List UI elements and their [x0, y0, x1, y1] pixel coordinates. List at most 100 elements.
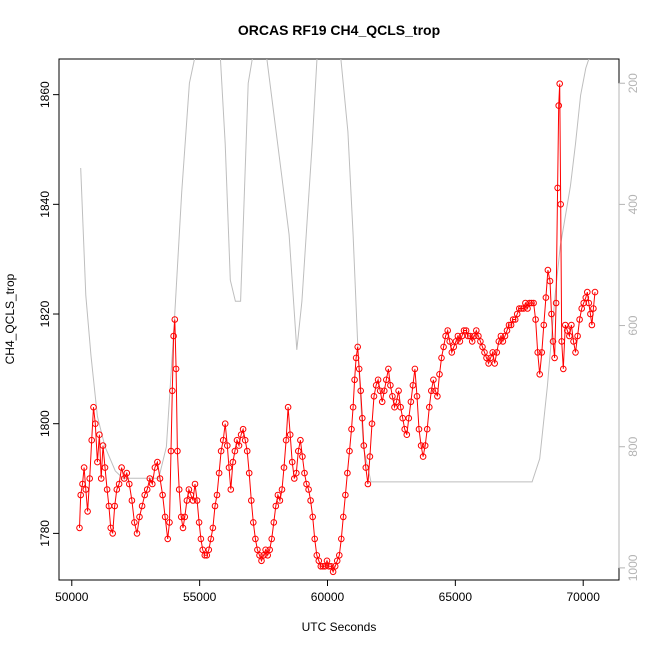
series-1-point	[395, 387, 402, 395]
series-1-point	[368, 420, 376, 428]
series-1-point	[499, 338, 507, 345]
series-1-point	[385, 365, 392, 373]
series-1-point	[501, 332, 509, 340]
y-tick-label: 1860	[38, 81, 52, 108]
series-1-point	[511, 316, 519, 323]
series-1-point	[227, 486, 235, 493]
series-1-point	[307, 497, 314, 504]
series-1-point	[169, 387, 176, 395]
series-1-point	[370, 393, 378, 400]
y-tick-label: 1820	[38, 300, 52, 327]
series-1-point	[191, 480, 199, 488]
series-1-point	[333, 557, 341, 565]
series-1-point	[383, 376, 390, 384]
series-1-point	[177, 513, 185, 521]
series-1-point	[317, 563, 325, 570]
series-1-point	[321, 563, 329, 570]
series-1-point	[351, 376, 358, 384]
series-1-point	[126, 480, 133, 488]
series-1-point	[432, 387, 439, 395]
series-1-point	[572, 349, 579, 356]
series-1-point	[578, 305, 586, 312]
series-1-point	[393, 398, 400, 406]
series-1-point	[209, 524, 217, 532]
series-1-point	[331, 563, 339, 570]
series-1-point	[591, 288, 599, 296]
series-1-point	[389, 393, 396, 400]
series-1-point	[495, 338, 503, 345]
series-1-point	[103, 486, 111, 493]
series-1-point	[442, 332, 449, 340]
series-1-point	[540, 321, 548, 329]
series-1-point	[428, 387, 435, 395]
series-1-point	[552, 299, 560, 307]
series-1-point	[505, 321, 513, 329]
series-1-point	[167, 447, 175, 455]
series-1-point	[185, 486, 193, 493]
series-1-point	[421, 442, 429, 449]
series-1-point	[97, 475, 105, 482]
series-2-line	[80, 59, 590, 483]
series-1-point	[548, 310, 555, 318]
y-tick-label: 1800	[38, 410, 52, 437]
series-1-point	[99, 442, 107, 449]
series-1-point	[590, 305, 597, 312]
series-1-point	[231, 447, 239, 455]
y2-tick-label: 400	[626, 194, 640, 214]
series-1-point	[94, 458, 101, 466]
series-1-point	[462, 327, 470, 334]
series-1-point	[570, 338, 577, 345]
series-1-point	[270, 519, 278, 526]
series-1-point	[156, 475, 164, 482]
series-1-point	[297, 436, 304, 444]
series-1-point	[229, 458, 237, 466]
series-1-point	[115, 480, 123, 488]
series-1-point	[419, 453, 427, 460]
series-1-point	[564, 327, 571, 334]
series-1-point	[96, 431, 103, 439]
series-1-point	[376, 387, 384, 395]
series-1-point	[84, 508, 91, 515]
series-1-point	[473, 327, 480, 334]
series-1-point	[327, 563, 335, 570]
series-1-point	[90, 403, 97, 411]
series-1-point	[580, 299, 588, 307]
series-1-point	[520, 305, 527, 312]
y2-tick-label: 800	[626, 436, 640, 456]
series-1-point	[262, 546, 269, 554]
series-1-point	[215, 469, 223, 477]
series-1-point	[309, 513, 317, 521]
series-1-point	[381, 387, 388, 395]
series-1-point	[288, 458, 296, 466]
series-1-point	[407, 398, 415, 406]
series-1-point	[362, 464, 370, 471]
series-1-point	[503, 327, 511, 334]
series-1-point	[219, 436, 227, 444]
series-1-point	[224, 442, 231, 449]
series-1-point	[344, 469, 351, 477]
series-1-point	[266, 546, 274, 554]
series-1-point	[417, 442, 425, 449]
series-1-point	[405, 414, 413, 422]
series-1-point	[225, 464, 233, 471]
x-axis-label: UTC Seconds	[302, 620, 377, 634]
series-1-point	[187, 491, 195, 499]
series-1-point	[282, 436, 290, 444]
series-1-point	[179, 524, 187, 532]
series-1-point	[278, 486, 286, 493]
series-1-point	[107, 524, 114, 532]
series-1-point	[146, 475, 154, 482]
series-1-point	[245, 469, 253, 477]
series-1-point	[415, 425, 423, 433]
series-1-point	[183, 497, 191, 504]
series-1-point	[199, 546, 206, 554]
series-1-point	[189, 497, 197, 504]
series-1-point	[138, 502, 146, 510]
series-1-point	[493, 349, 501, 356]
series-1-point	[532, 316, 539, 323]
chart-title: ORCAS RF19 CH4_QCLS_trop	[238, 22, 440, 38]
series-1-point	[293, 469, 300, 477]
series-1-point	[364, 480, 372, 488]
series-1-point	[213, 491, 221, 499]
series-1-point	[549, 338, 557, 345]
